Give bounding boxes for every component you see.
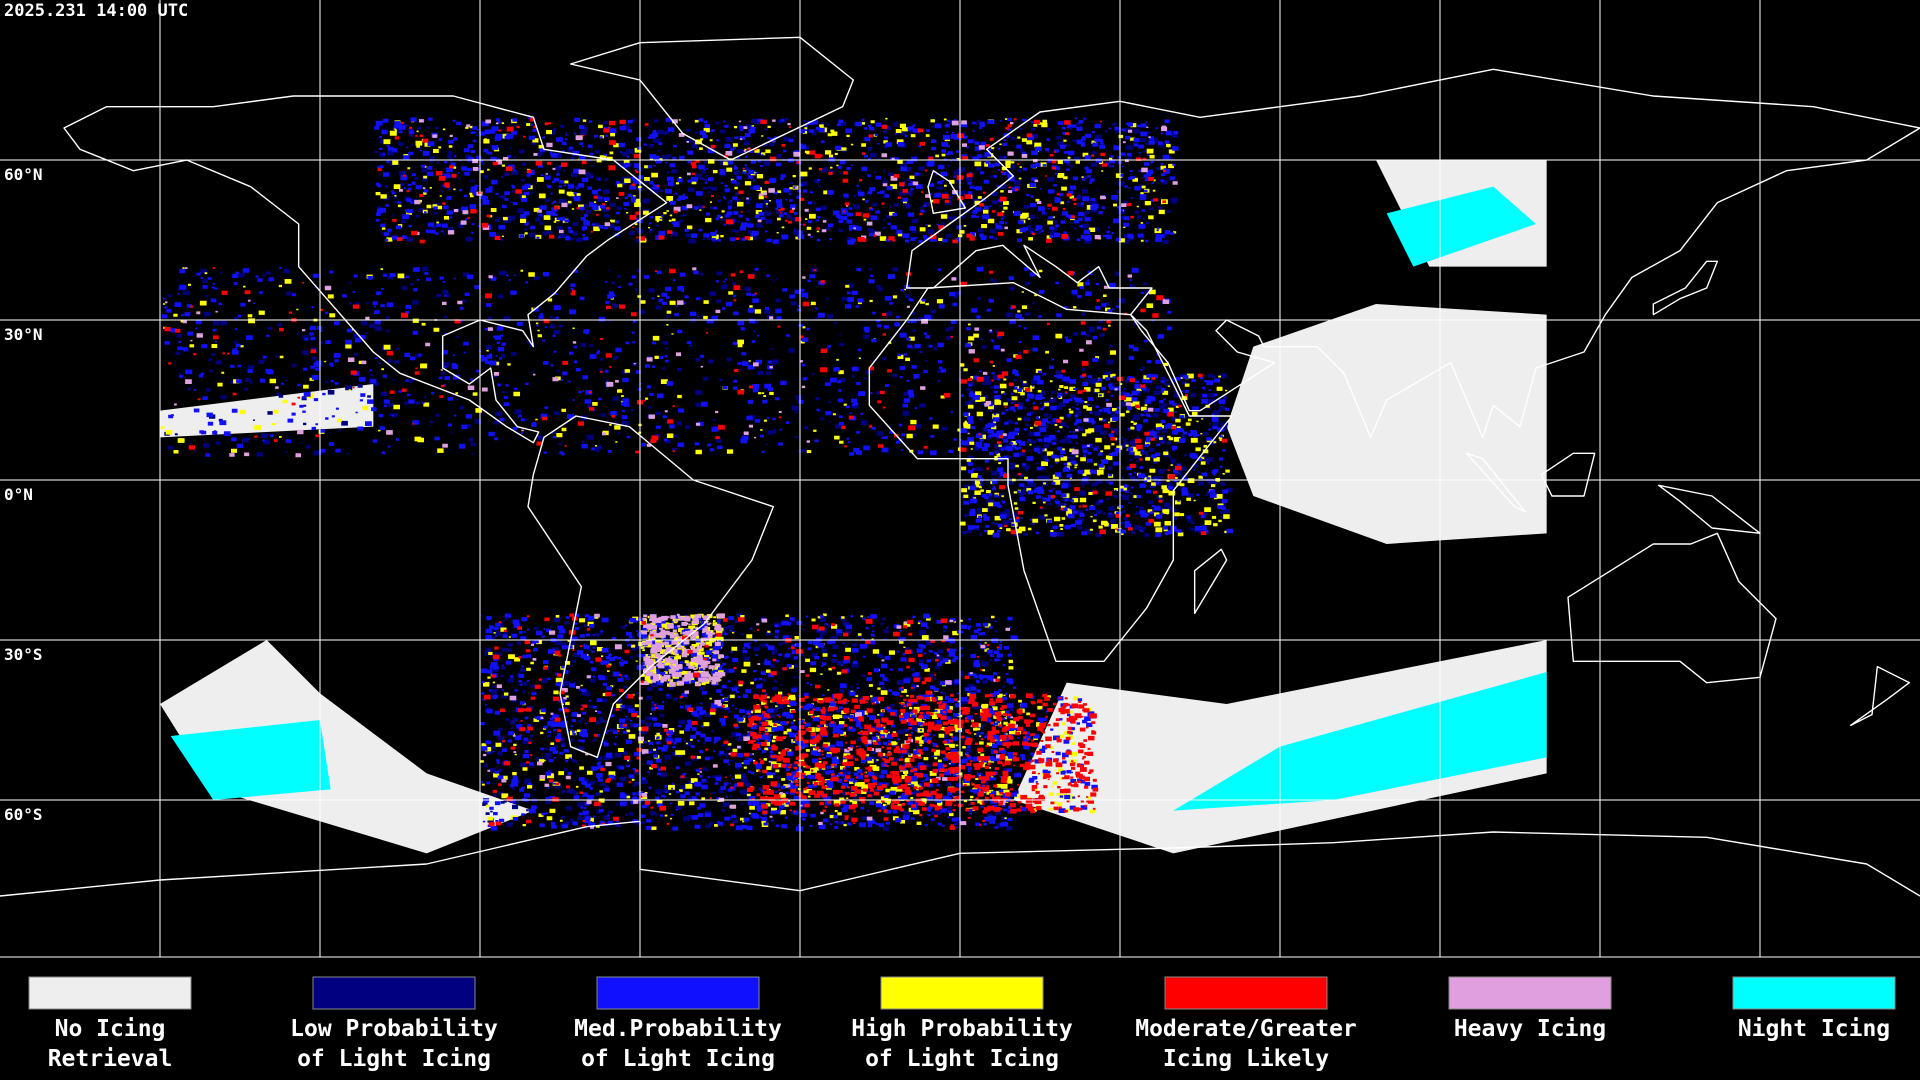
australia: [1568, 533, 1776, 682]
latitude-labels: 60°N 30°N 0°N 30°S 60°S: [4, 165, 43, 824]
legend-label: Icing Likely: [1163, 1046, 1329, 1072]
antarctica: [0, 821, 1920, 896]
legend-label: Med.Probability: [574, 1016, 782, 1042]
latitude-label: 0°N: [4, 485, 33, 504]
legend-swatch: [1732, 976, 1896, 1010]
borneo: [1541, 453, 1594, 496]
legend-swatch: [1164, 976, 1328, 1010]
legend-swatch: [1448, 976, 1612, 1010]
japan: [1653, 261, 1717, 314]
legend: No Icing Retrieval Low Probability of Light…: [28, 976, 1896, 1072]
sumatra: [1467, 453, 1526, 512]
legend-label: of Light Icing: [297, 1046, 491, 1072]
legend-label: of Light Icing: [581, 1046, 775, 1072]
graticule: [0, 0, 1920, 957]
legend-label: Moderate/Greater: [1135, 1016, 1357, 1042]
new-zealand: [1851, 667, 1910, 726]
south-america: [528, 416, 773, 757]
retrieval-area: [1386, 186, 1536, 267]
latitude-label: 30°N: [4, 325, 43, 344]
africa: [869, 283, 1232, 662]
latitude-label: 60°N: [4, 165, 43, 184]
legend-label: High Probability: [851, 1016, 1073, 1042]
north-america: [64, 96, 667, 443]
legend-label: of Light Icing: [865, 1046, 1059, 1072]
retrieval-area: [1173, 672, 1547, 811]
legend-swatch: [28, 976, 192, 1010]
new-guinea: [1659, 485, 1760, 533]
retrieval-area: [170, 720, 331, 800]
timestamp: 2025.231 14:00 UTC: [4, 1, 188, 21]
latitude-label: 60°S: [4, 805, 43, 824]
legend-swatch: [880, 976, 1044, 1010]
greenland: [571, 37, 854, 160]
legend-label: No Icing: [55, 1016, 166, 1042]
legend-label: Retrieval: [48, 1046, 173, 1072]
legend-label: Low Probability: [290, 1016, 498, 1042]
madagascar: [1195, 549, 1227, 613]
coastlines: [0, 37, 1920, 896]
legend-label: Heavy Icing: [1454, 1016, 1606, 1042]
latitude-label: 30°S: [4, 645, 43, 664]
eurasia: [907, 69, 1920, 437]
legend-swatch: [312, 976, 476, 1010]
retrieval-area: [1226, 304, 1547, 544]
legend-swatch: [596, 976, 760, 1010]
legend-label: Night Icing: [1738, 1016, 1890, 1042]
